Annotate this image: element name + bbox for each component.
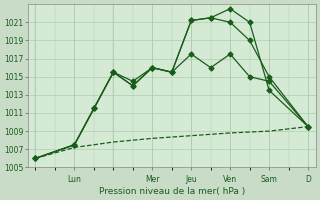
X-axis label: Pression niveau de la mer( hPa ): Pression niveau de la mer( hPa ) — [99, 187, 245, 196]
